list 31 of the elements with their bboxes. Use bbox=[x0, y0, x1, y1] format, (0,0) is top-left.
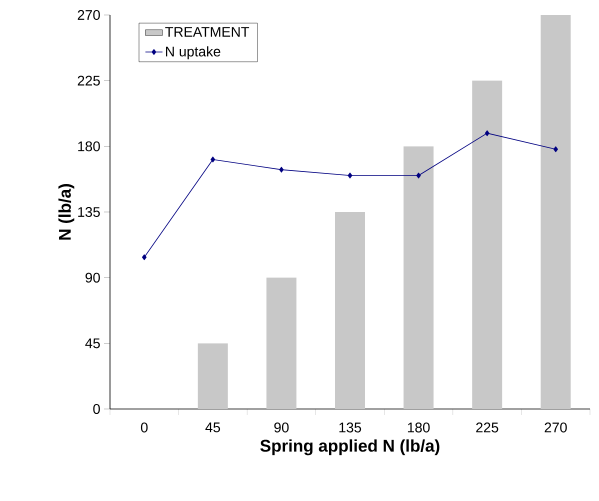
x-tick-label: 90 bbox=[274, 422, 289, 432]
point bbox=[279, 166, 284, 173]
bar bbox=[266, 278, 296, 409]
x-tick-label: 135 bbox=[339, 422, 362, 432]
bar bbox=[404, 146, 434, 409]
bar bbox=[540, 14, 571, 409]
x-axis-title: Spring applied N (lb/a) bbox=[260, 439, 440, 456]
y-tick-label: 45 bbox=[85, 338, 100, 348]
x-tick-label: 225 bbox=[476, 422, 498, 432]
y-axis-title: N (lb/a) bbox=[58, 184, 74, 240]
bar bbox=[472, 80, 502, 409]
y-tick-label: 0 bbox=[93, 404, 100, 414]
point bbox=[484, 130, 490, 136]
y-tick-label: 270 bbox=[78, 10, 100, 20]
y-tick-label: 180 bbox=[78, 141, 100, 152]
legend-label: TREATMENT bbox=[165, 27, 250, 37]
bar bbox=[198, 343, 228, 409]
y-tick-label: 135 bbox=[78, 207, 100, 217]
y-tick-label: 225 bbox=[78, 76, 100, 86]
point bbox=[210, 156, 216, 162]
bar bbox=[335, 212, 365, 409]
x-tick-label: 0 bbox=[140, 422, 148, 432]
y-tick-label: 90 bbox=[86, 272, 100, 283]
point bbox=[348, 172, 352, 178]
x-tick-label: 45 bbox=[205, 422, 220, 432]
x-tick-label: 180 bbox=[408, 422, 430, 432]
legend-label: N uptake bbox=[166, 46, 220, 60]
point bbox=[416, 172, 421, 178]
x-tick-label: 270 bbox=[544, 422, 567, 432]
point bbox=[142, 254, 147, 260]
point bbox=[553, 146, 558, 152]
